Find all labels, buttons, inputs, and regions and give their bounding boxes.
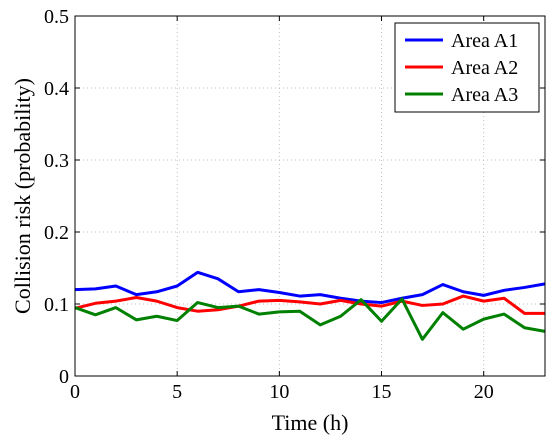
series-line-3 bbox=[74, 297, 546, 341]
legend-label: Area A1 bbox=[451, 30, 518, 52]
y-tick-label: 0 bbox=[59, 366, 69, 388]
series-lines bbox=[74, 270, 546, 341]
series-line-2 bbox=[74, 294, 545, 315]
plot-frame bbox=[74, 15, 546, 377]
y-tick-label: 0.5 bbox=[44, 6, 69, 28]
y-axis-title: Collision risk (probability) bbox=[10, 78, 35, 314]
x-tick-label: 20 bbox=[474, 381, 494, 403]
y-tick-label: 0.2 bbox=[44, 222, 69, 244]
legend-label: Area A3 bbox=[451, 84, 518, 106]
y-tick-label: 0.4 bbox=[44, 78, 69, 100]
x-axis-title: Time (h) bbox=[272, 410, 349, 435]
legend: Area A1 Area A2 Area A3 bbox=[394, 22, 540, 113]
axis-ticks: 0 5 10 15 20 0 0.1 0.2 0.3 0.4 0.5 bbox=[44, 6, 545, 403]
x-tick-label: 10 bbox=[269, 381, 289, 403]
legend-label: Area A2 bbox=[451, 57, 518, 79]
y-tick-label: 0.3 bbox=[44, 150, 69, 172]
series-line-1 bbox=[74, 270, 546, 305]
x-tick-label: 0 bbox=[70, 381, 80, 403]
x-tick-label: 5 bbox=[172, 381, 182, 403]
y-tick-label: 0.1 bbox=[44, 294, 69, 316]
x-tick-label: 15 bbox=[372, 381, 392, 403]
